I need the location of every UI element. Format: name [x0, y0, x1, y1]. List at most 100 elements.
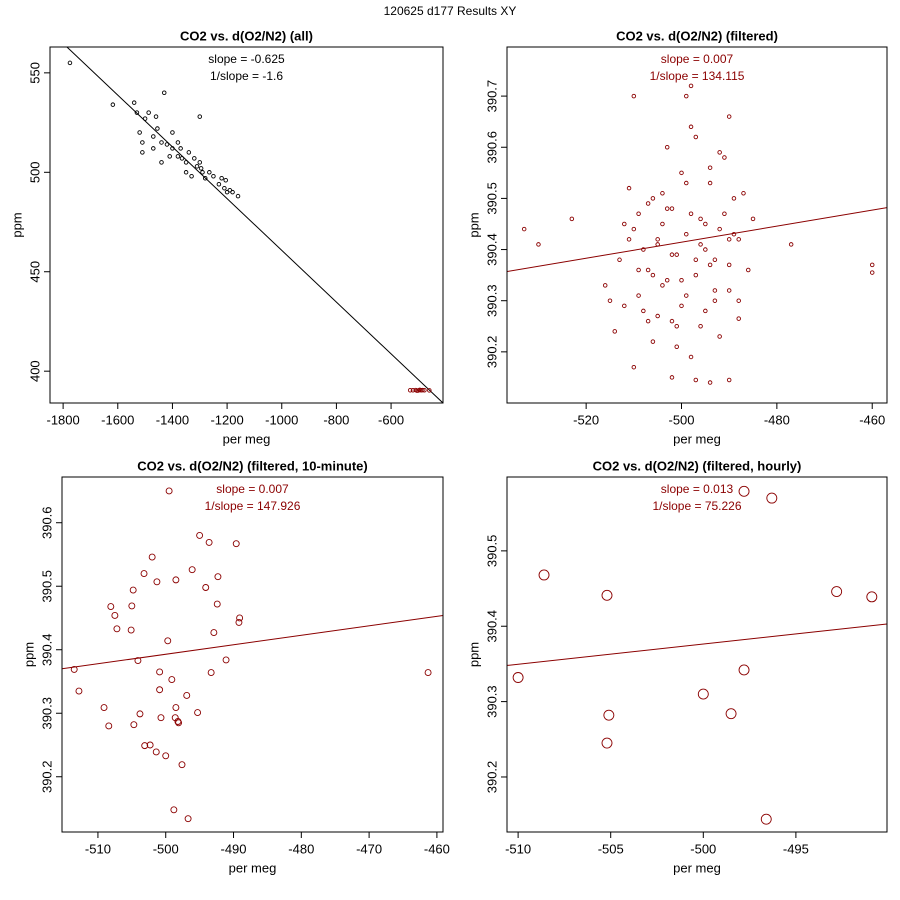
point — [669, 206, 675, 211]
point — [189, 174, 194, 179]
point — [214, 573, 222, 581]
point — [717, 226, 722, 232]
point — [569, 216, 575, 222]
x-tick-label: -460 — [859, 412, 885, 427]
point — [631, 364, 637, 370]
x-tick-label: -600 — [378, 412, 404, 427]
plot-area — [62, 487, 443, 823]
point — [684, 180, 689, 186]
y-axis-label: ppm — [466, 642, 481, 667]
y-tick-label: 390.3 — [484, 284, 499, 317]
point — [184, 815, 192, 823]
point — [198, 166, 204, 171]
x-axis-label: per meg — [673, 860, 721, 875]
fit-line — [507, 623, 887, 666]
y-tick-label: 390.5 — [484, 535, 499, 568]
point — [603, 709, 615, 721]
point — [152, 748, 160, 756]
point — [707, 165, 713, 170]
x-tick-label: -470 — [356, 841, 382, 856]
point — [688, 354, 694, 360]
point — [179, 156, 185, 161]
x-tick-label: -1200 — [210, 412, 243, 427]
point — [194, 709, 202, 717]
point — [197, 114, 203, 119]
y-tick-label: 500 — [27, 161, 42, 183]
point — [113, 625, 121, 633]
point — [111, 611, 119, 619]
point — [766, 492, 778, 504]
y-axis-label: ppm — [466, 212, 481, 237]
plot-frame — [506, 46, 888, 404]
point — [703, 247, 708, 252]
point — [236, 614, 244, 622]
point — [538, 569, 550, 581]
point — [156, 668, 164, 676]
point — [636, 267, 641, 273]
point — [172, 704, 180, 711]
point — [684, 293, 689, 298]
chart-title: CO2 vs. d(O2/N2) (filtered, hourly) — [593, 458, 802, 473]
point — [655, 313, 660, 319]
point — [688, 211, 694, 216]
point — [697, 688, 709, 700]
point — [128, 602, 136, 610]
point — [414, 388, 420, 393]
point — [127, 626, 135, 634]
point — [660, 221, 665, 227]
point — [148, 553, 156, 561]
point — [601, 737, 613, 749]
point — [660, 283, 665, 288]
point — [726, 237, 732, 242]
point — [679, 277, 684, 283]
point — [407, 387, 413, 393]
point — [153, 578, 161, 586]
point — [110, 102, 116, 107]
x-axis-label: per meg — [673, 431, 721, 446]
point — [161, 90, 167, 95]
point — [707, 180, 713, 186]
point — [167, 154, 172, 159]
point — [731, 196, 737, 201]
point — [164, 637, 172, 645]
point — [650, 272, 656, 278]
point — [712, 257, 718, 263]
point — [602, 283, 608, 288]
point — [693, 134, 699, 140]
point — [717, 150, 722, 155]
point — [183, 692, 191, 699]
point — [222, 656, 230, 664]
y-tick-label: 390.7 — [484, 80, 499, 113]
point — [731, 231, 737, 237]
point — [722, 155, 727, 160]
y-tick-label: 400 — [27, 360, 42, 382]
y-tick-label: 390.4 — [484, 610, 499, 643]
point — [134, 110, 140, 115]
point — [165, 487, 173, 495]
point — [726, 288, 732, 293]
point — [726, 377, 732, 383]
x-tick-label: -510 — [85, 841, 111, 856]
point — [422, 388, 427, 393]
plot-area — [66, 47, 443, 403]
x-tick-label: -480 — [764, 412, 790, 427]
point — [216, 181, 222, 187]
fit-line — [507, 207, 887, 273]
point — [725, 708, 737, 720]
point — [175, 154, 181, 159]
point — [703, 308, 708, 314]
y-tick-label: 390.6 — [484, 131, 499, 164]
point — [213, 600, 221, 608]
y-tick-label: 390.5 — [484, 182, 499, 215]
annotation: slope = -0.625 — [208, 52, 285, 66]
point — [512, 672, 524, 683]
point — [655, 242, 660, 247]
point — [707, 262, 713, 268]
point — [170, 130, 175, 135]
x-tick-label: -490 — [221, 841, 247, 856]
point — [140, 140, 145, 145]
x-tick-label: -500 — [690, 841, 716, 856]
point — [100, 704, 108, 711]
point — [869, 270, 875, 275]
